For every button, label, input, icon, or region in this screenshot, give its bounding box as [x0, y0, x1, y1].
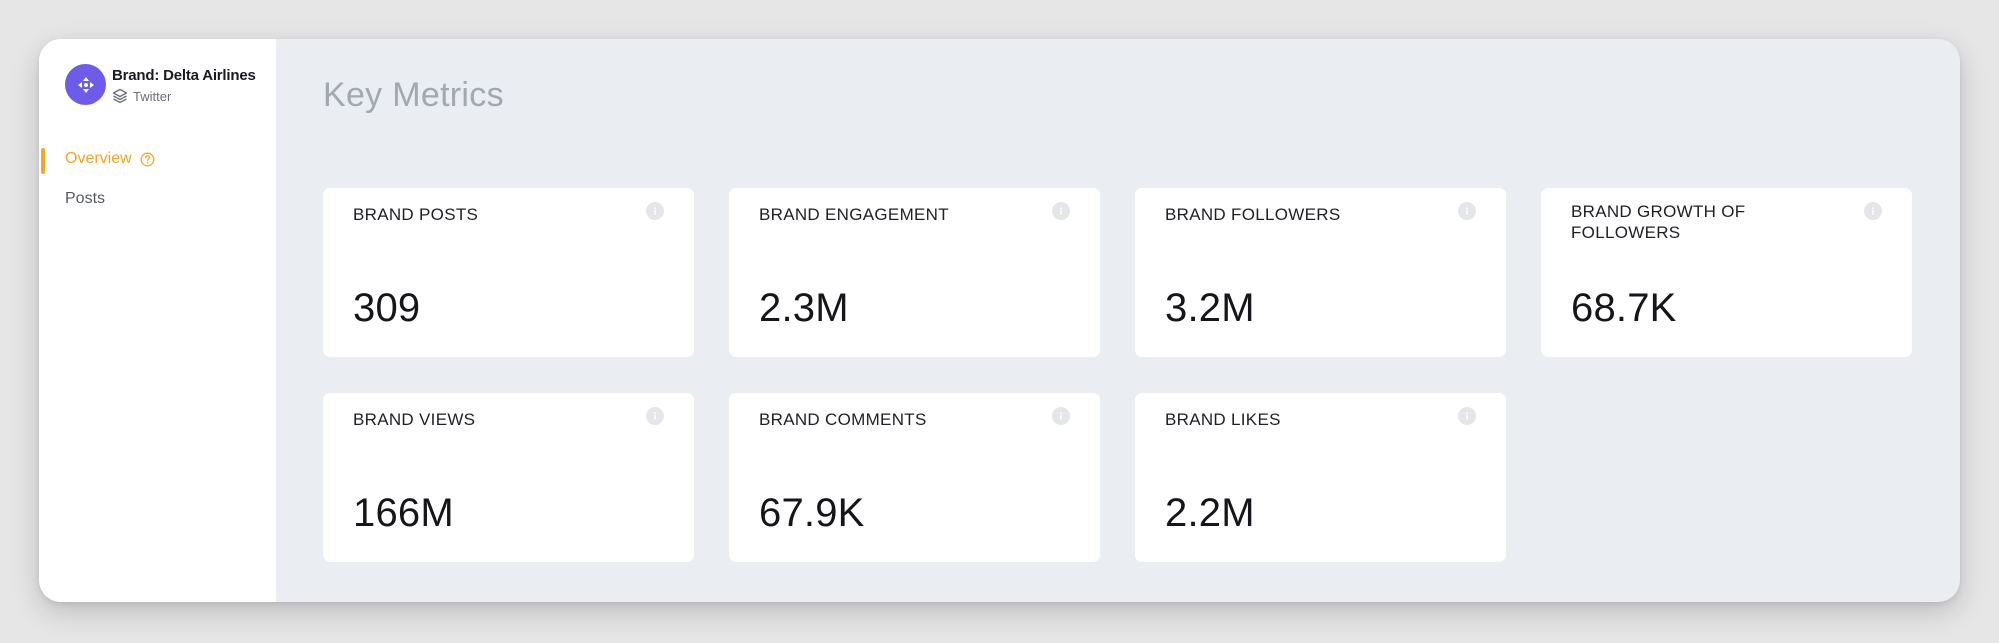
sidebar-item-label: Overview: [65, 150, 132, 167]
sidebar: Brand: Delta Airlines Twitter Overview: [39, 39, 276, 602]
metric-card-engagement: BRAND ENGAGEMENT 2.3M: [729, 188, 1100, 357]
metric-value: 2.3M: [759, 286, 849, 330]
metric-value: 2.2M: [1165, 491, 1255, 535]
metric-label: BRAND LIKES: [1165, 410, 1281, 429]
info-icon[interactable]: [646, 407, 664, 425]
metric-label: BRAND GROWTH OF FOLLOWERS: [1571, 202, 1746, 242]
metric-value: 3.2M: [1165, 286, 1255, 330]
metric-label: BRAND POSTS: [353, 205, 479, 224]
info-icon[interactable]: [1052, 202, 1070, 220]
sidebar-nav: Overview Posts: [39, 139, 276, 219]
page-title: Key Metrics: [323, 76, 504, 114]
metric-label: BRAND ENGAGEMENT: [759, 205, 949, 224]
metric-card-posts: BRAND POSTS 309: [323, 188, 694, 357]
metric-card-likes: BRAND LIKES 2.2M: [1135, 393, 1506, 562]
sidebar-item-overview[interactable]: Overview: [39, 139, 276, 179]
metric-value: 166M: [353, 491, 454, 535]
metric-value: 68.7K: [1571, 286, 1677, 330]
info-icon[interactable]: [646, 202, 664, 220]
metric-card-views: BRAND VIEWS 166M: [323, 393, 694, 562]
metric-card-growth-of-followers: BRAND GROWTH OF FOLLOWERS 68.7K: [1541, 188, 1912, 357]
metric-value: 67.9K: [759, 491, 865, 535]
sidebar-item-posts[interactable]: Posts: [39, 179, 276, 219]
help-circle-icon[interactable]: [140, 152, 155, 167]
metric-card-comments: BRAND COMMENTS 67.9K: [729, 393, 1100, 562]
sidebar-item-label: Posts: [65, 190, 106, 207]
info-icon[interactable]: [1864, 202, 1882, 220]
move-arrows-icon: [77, 76, 94, 93]
brand-avatar: [65, 64, 106, 105]
info-icon[interactable]: [1458, 407, 1476, 425]
metrics-grid: BRAND POSTS 309 BRAND ENGAGEMENT 2.3M BR…: [323, 188, 1912, 562]
metric-card-followers: BRAND FOLLOWERS 3.2M: [1135, 188, 1506, 357]
platform-label: Twitter: [133, 88, 172, 104]
metric-label: BRAND FOLLOWERS: [1165, 205, 1341, 224]
brand-header: Brand: Delta Airlines Twitter: [65, 64, 256, 105]
info-icon[interactable]: [1458, 202, 1476, 220]
metric-value: 309: [353, 286, 421, 330]
app-window: Brand: Delta Airlines Twitter Overview: [39, 39, 1960, 602]
metric-label: BRAND VIEWS: [353, 410, 476, 429]
brand-platform: Twitter: [112, 88, 256, 104]
brand-name: Brand: Delta Airlines: [112, 67, 256, 84]
main-content: Key Metrics BRAND POSTS 309 BRAND ENGAGE…: [276, 39, 1960, 602]
metric-label: BRAND COMMENTS: [759, 410, 927, 429]
layers-icon: [112, 88, 128, 104]
info-icon[interactable]: [1052, 407, 1070, 425]
